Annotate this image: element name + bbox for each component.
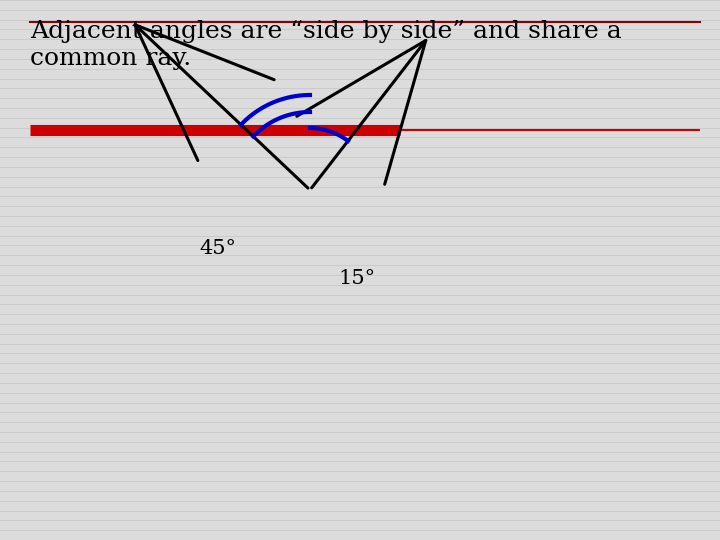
Text: Adjacent angles are “side by side” and share a
common ray.: Adjacent angles are “side by side” and s… bbox=[30, 20, 622, 70]
Text: 45°: 45° bbox=[199, 239, 236, 258]
Text: 15°: 15° bbox=[338, 268, 375, 287]
